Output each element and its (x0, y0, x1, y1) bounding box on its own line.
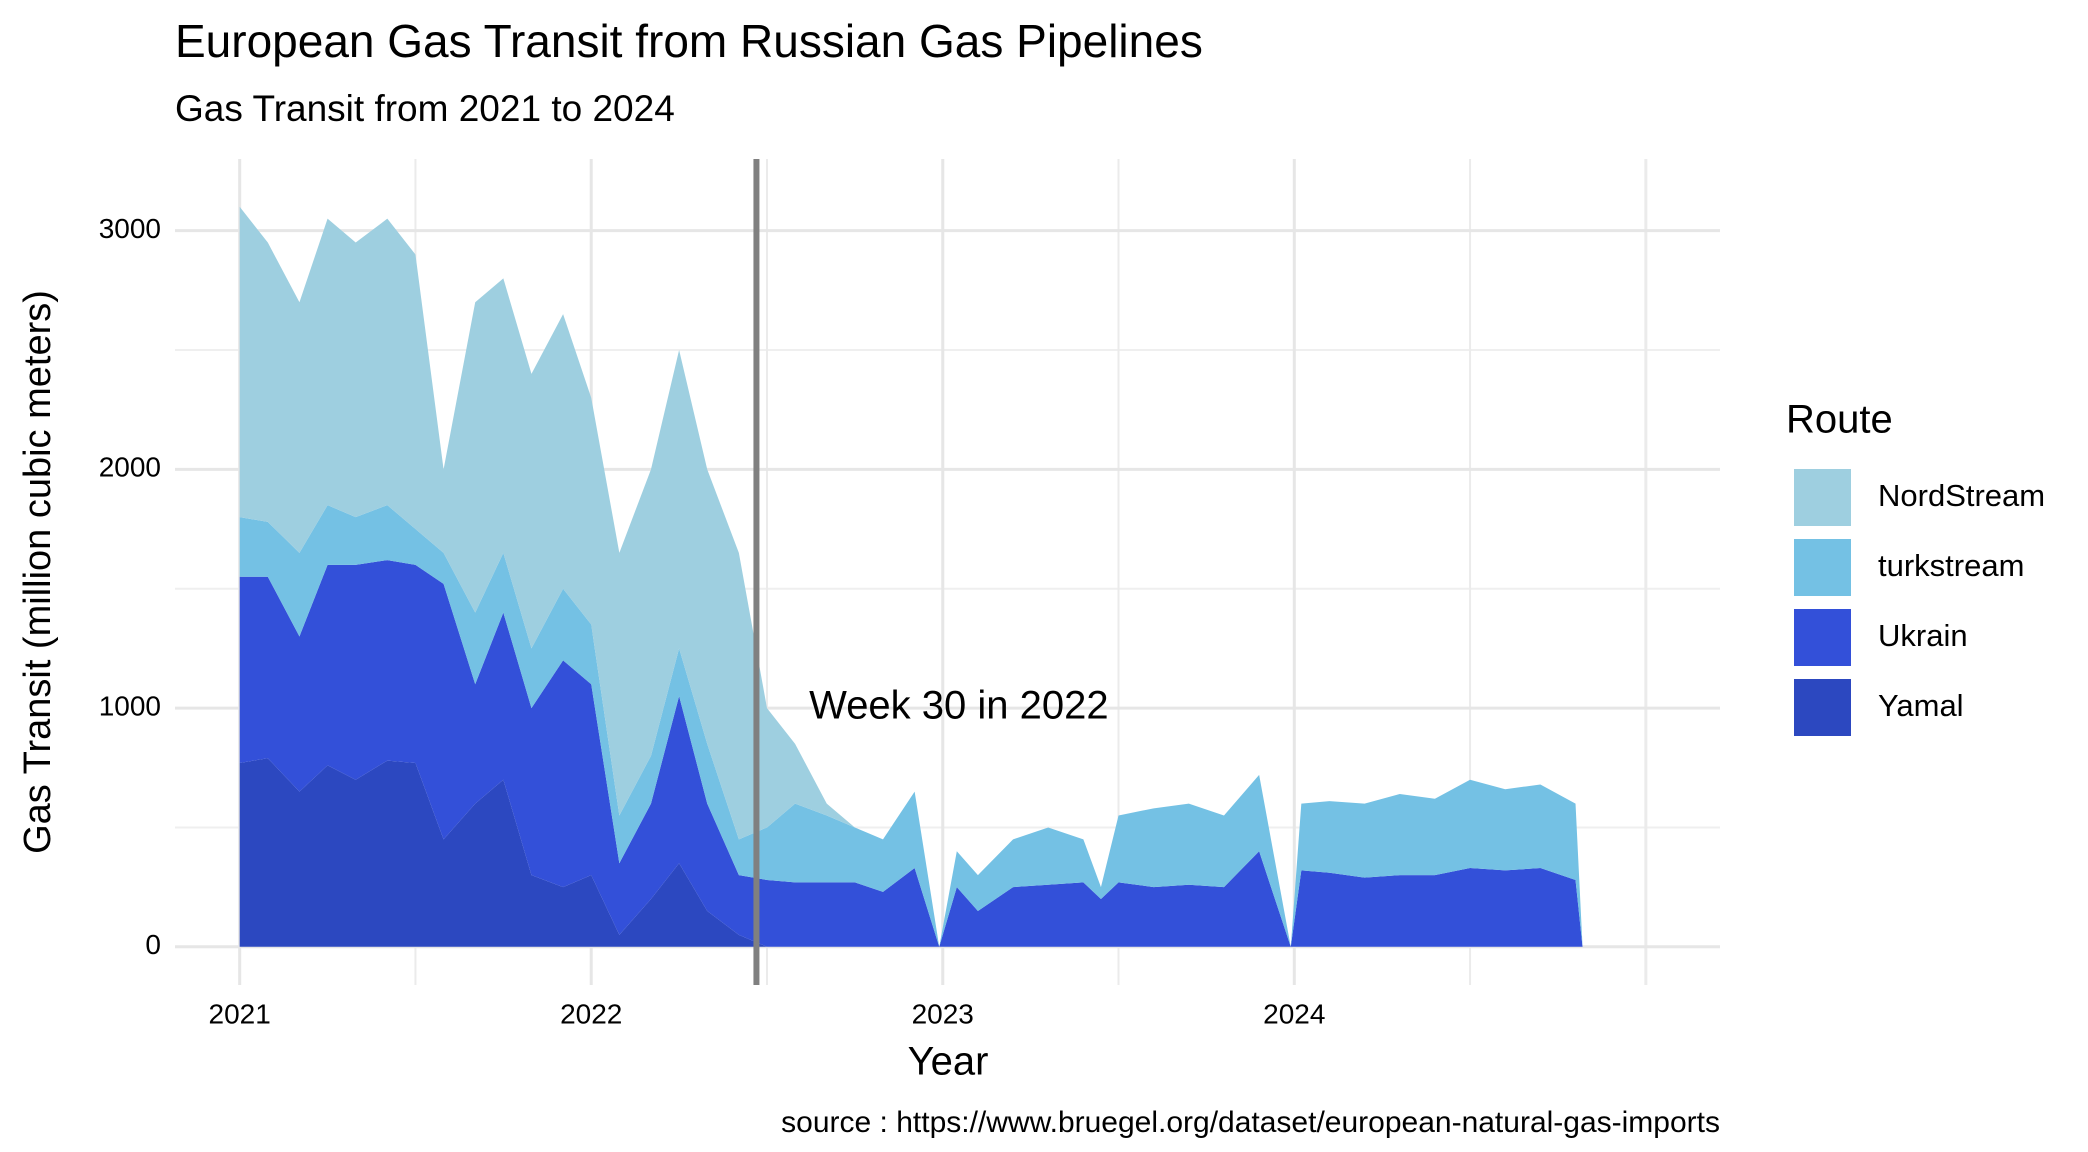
legend-label: turkstream (1878, 548, 2024, 583)
area (239, 206, 1583, 947)
legend-key (1794, 609, 1851, 666)
x-axis-title: Year (908, 1040, 989, 1084)
chart-subtitle: Gas Transit from 2021 to 2024 (175, 88, 675, 129)
x-tick-label: 2024 (1263, 998, 1325, 1029)
legend-title: Route (1786, 398, 1893, 442)
legend-key (1794, 539, 1851, 596)
y-tick-label: 1000 (99, 690, 161, 721)
chart-title: European Gas Transit from Russian Gas Pi… (175, 15, 1203, 67)
legend-key (1794, 679, 1851, 736)
annotation: Week 30 in 2022 (809, 684, 1108, 728)
area (239, 758, 1583, 947)
y-tick-label: 3000 (99, 213, 161, 244)
x-tick-label: 2021 (209, 998, 271, 1029)
area (239, 505, 1583, 947)
y-tick-label: 2000 (99, 452, 161, 483)
legend-label: Yamal (1878, 688, 1964, 723)
y-axis-title: Gas Transit (million cubic meters) (17, 290, 59, 854)
x-tick-label: 2022 (560, 998, 622, 1029)
area (239, 560, 1583, 947)
legend-label: NordStream (1878, 478, 2045, 513)
y-tick-label: 0 (145, 929, 161, 960)
x-tick-label: 2023 (912, 998, 974, 1029)
caption: source : https://www.bruegel.org/dataset… (781, 1106, 1720, 1139)
legend-label: Ukrain (1878, 618, 1968, 653)
legend-key (1794, 469, 1851, 526)
